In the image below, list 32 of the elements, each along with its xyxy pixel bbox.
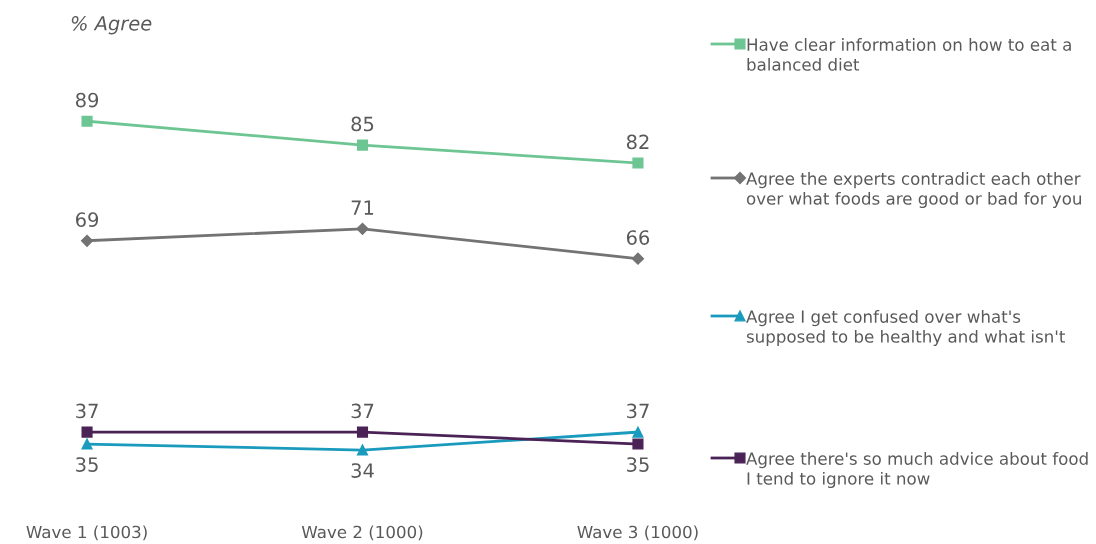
data-label: 85	[351, 116, 374, 132]
point	[356, 444, 369, 456]
point	[631, 252, 645, 265]
data-label: 37	[76, 403, 98, 419]
y-axis-title: % Agree	[71, 15, 152, 35]
point	[81, 438, 93, 450]
point	[632, 426, 644, 438]
point	[80, 234, 94, 247]
data-label: 69	[76, 212, 99, 227]
data-label: 35	[627, 457, 649, 472]
point	[632, 438, 644, 450]
point	[356, 139, 369, 151]
legend-label: Have clear information on how to eat a balanced diet	[747, 38, 1071, 71]
x-tick-label: Wave 3 (1000)	[577, 525, 698, 541]
legend-label: Agree there's so much advice about food I tend to ignore it now	[746, 452, 1088, 489]
x-tick-label: Wave 1 (1003)	[26, 525, 147, 541]
data-label: 37	[627, 403, 649, 419]
data-label: 89	[75, 92, 99, 108]
point	[81, 115, 93, 127]
point	[356, 426, 369, 438]
data-label: 71	[351, 200, 374, 215]
point	[356, 222, 369, 235]
data-label: 34	[351, 463, 374, 478]
x-tick-label: Wave 2 (1000)	[301, 525, 423, 541]
data-label: 82	[626, 134, 649, 150]
data-label: 66	[626, 230, 650, 245]
legend-label: Agree the experts contradict each other over what foods are good or bad for you	[746, 172, 1081, 209]
legend-label: Agree I get confused over what's supposed to be healthy and what isn't	[746, 310, 1065, 347]
point	[81, 426, 93, 438]
point	[632, 157, 644, 169]
data-label: 37	[351, 403, 374, 419]
data-label: 35	[76, 457, 98, 472]
